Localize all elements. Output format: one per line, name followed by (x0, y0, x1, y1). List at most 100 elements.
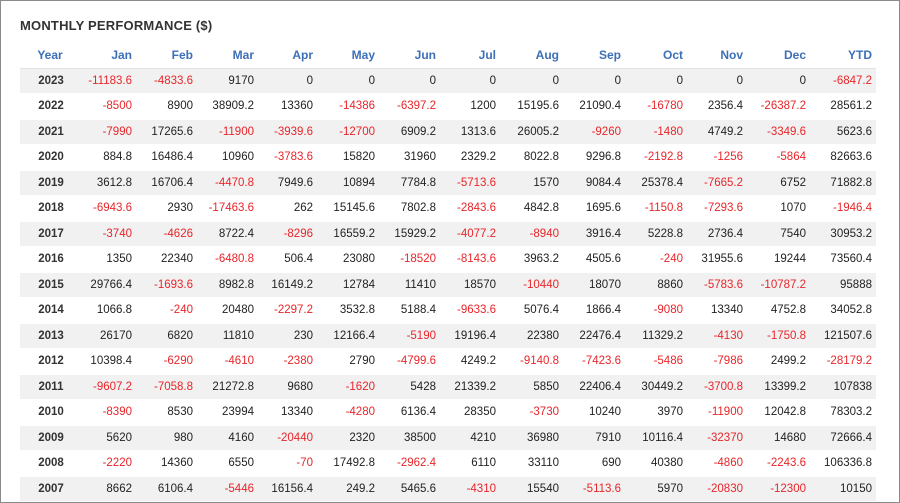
year-cell: 2014 (20, 297, 80, 324)
month-cell: -16780 (625, 93, 687, 120)
table-row: 2012 10398.4 -6290 -4610 -2380 2790 -4799.6 424… (20, 348, 876, 375)
column-header-ytd: YTD (810, 42, 876, 69)
month-cell: -10440 (500, 272, 563, 298)
month-cell: 249.2 (317, 476, 379, 502)
month-cell: -5713.6 (440, 170, 500, 196)
table-row: 2007 8662 6106.4 -5446 16156.4 249.2 5465.6 -43… (20, 476, 876, 502)
month-cell: 4505.6 (563, 246, 625, 273)
month-cell: 10116.4 (625, 425, 687, 451)
year-cell: 2021 (20, 119, 80, 145)
month-cell: 13340 (258, 399, 317, 426)
month-cell: 10398.4 (80, 348, 136, 375)
table-row: 2021 -7990 17265.6 -11900 -3939.6 -12700 6909.… (20, 119, 876, 145)
month-cell: 3612.8 (80, 170, 136, 196)
month-cell: -7665.2 (687, 170, 747, 196)
column-header-mar: Mar (197, 42, 258, 69)
ytd-cell: 95888 (810, 272, 876, 298)
year-cell: 2008 (20, 450, 80, 477)
year-cell: 2023 (20, 68, 80, 94)
ytd-cell: 73560.4 (810, 246, 876, 273)
month-cell: -1480 (625, 119, 687, 145)
month-cell: 0 (258, 68, 317, 94)
month-cell: -9633.6 (440, 297, 500, 324)
month-cell: -6397.2 (379, 93, 440, 120)
month-cell: -8940 (500, 221, 563, 247)
month-cell: 1200 (440, 93, 500, 120)
month-cell: -18520 (379, 246, 440, 273)
month-cell: 16149.2 (258, 272, 317, 298)
table-row: 2009 5620 980 4160 -20440 2320 38500 4210 36980 7… (20, 425, 876, 451)
table-row: 2011 -9607.2 -7058.8 21272.8 9680 -1620 5428 21… (20, 374, 876, 400)
ytd-cell: 5623.6 (810, 119, 876, 145)
month-cell: -3740 (80, 221, 136, 247)
table-row: 2017 -3740 -4626 8722.4 -8296 16559.2 15929.2-… (20, 221, 876, 247)
month-cell: 15929.2 (379, 221, 440, 247)
month-cell: 9296.8 (563, 144, 625, 171)
ytd-cell: 106336.8 (810, 450, 876, 477)
month-cell: 262 (258, 195, 317, 222)
month-cell: 0 (440, 68, 500, 94)
month-cell: 2499.2 (747, 348, 810, 375)
month-cell: 15540 (500, 476, 563, 502)
year-cell: 2015 (20, 272, 80, 298)
month-cell: -4610 (197, 348, 258, 375)
month-cell: -7058.8 (136, 374, 197, 400)
month-cell: 3963.2 (500, 246, 563, 273)
month-cell: -4626 (136, 221, 197, 247)
table-row: 2023 -11183.6 -4833.6 9170 0 0 0 0 0 0 0 0 0 -6847.2 (20, 68, 876, 94)
month-cell: -2243.6 (747, 450, 810, 477)
month-cell: 5188.4 (379, 297, 440, 324)
year-cell: 2019 (20, 170, 80, 196)
month-cell: 11810 (197, 323, 258, 349)
column-header-may: May (317, 42, 379, 69)
month-cell: 5850 (500, 374, 563, 400)
month-cell: -1150.8 (625, 195, 687, 222)
month-cell: -3783.6 (258, 144, 317, 171)
month-cell: 26005.2 (500, 119, 563, 145)
month-cell: 1066.8 (80, 297, 136, 324)
month-cell: -11900 (687, 399, 747, 426)
month-cell: 21272.8 (197, 374, 258, 400)
month-cell: 1570 (500, 170, 563, 196)
year-cell: 2010 (20, 399, 80, 426)
month-cell: 36980 (500, 425, 563, 451)
month-cell: 2320 (317, 425, 379, 451)
month-cell: 12784 (317, 272, 379, 298)
month-cell: 8860 (625, 272, 687, 298)
month-cell: 0 (747, 68, 810, 94)
month-cell: 4749.2 (687, 119, 747, 145)
month-cell: -9080 (625, 297, 687, 324)
month-cell: -12700 (317, 119, 379, 145)
month-cell: 16559.2 (317, 221, 379, 247)
month-cell: 5970 (625, 476, 687, 502)
month-cell: 4160 (197, 425, 258, 451)
month-cell: -7293.6 (687, 195, 747, 222)
ytd-cell: 72666.4 (810, 425, 876, 451)
month-cell: -3700.8 (687, 374, 747, 400)
table-row: 2013 26170 6820 11810 230 12166.4 -5190 19196.4… (20, 323, 876, 349)
ytd-cell: -1946.4 (810, 195, 876, 222)
month-cell: 30449.2 (625, 374, 687, 400)
month-cell: 0 (317, 68, 379, 94)
month-cell: 9170 (197, 68, 258, 94)
month-cell: 5620 (80, 425, 136, 451)
column-header-sep: Sep (563, 42, 625, 69)
month-cell: 17492.8 (317, 450, 379, 477)
month-cell: 4249.2 (440, 348, 500, 375)
month-cell: 0 (563, 68, 625, 94)
month-cell: 22380 (500, 323, 563, 349)
month-cell: 11410 (379, 272, 440, 298)
month-cell: 25378.4 (625, 170, 687, 196)
month-cell: -8296 (258, 221, 317, 247)
table-row: 2010 -8390 8530 23994 13340 -4280 6136.4 28350-… (20, 399, 876, 426)
month-cell: -6290 (136, 348, 197, 375)
month-cell: 38500 (379, 425, 440, 451)
month-cell: 18070 (563, 272, 625, 298)
month-cell: -2843.6 (440, 195, 500, 222)
table-row: 2019 3612.8 16706.4 -4470.8 7949.6 10894 7784.… (20, 170, 876, 196)
month-cell: -9140.8 (500, 348, 563, 375)
month-cell: 6136.4 (379, 399, 440, 426)
month-cell: 11329.2 (625, 323, 687, 349)
ytd-cell: -28179.2 (810, 348, 876, 375)
month-cell: 15820 (317, 144, 379, 171)
